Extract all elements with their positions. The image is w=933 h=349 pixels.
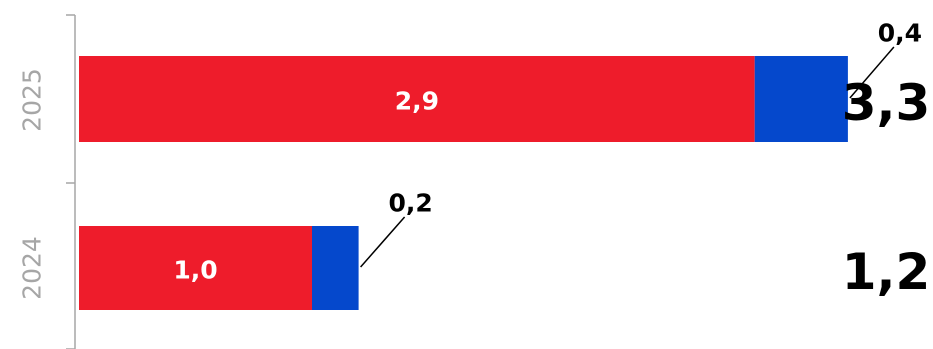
total-label-2025: 3,3 <box>842 74 931 132</box>
bar-segment-2025-1 <box>754 56 848 142</box>
category-label-2024: 2024 <box>18 236 47 300</box>
data-label-2024-main: 1,0 <box>173 256 217 285</box>
bar-segment-2024-0 <box>79 226 312 310</box>
data-label-2025-secondary: 0,4 <box>878 19 922 48</box>
total-label-2024: 1,2 <box>842 243 931 301</box>
leader-line-2024 <box>360 216 406 268</box>
category-axis: 2025 2024 <box>18 14 76 349</box>
bars <box>79 56 848 310</box>
data-label-2024-secondary: 0,2 <box>388 189 432 218</box>
labels: 2,9 0,4 3,3 1,0 0,2 1,2 <box>173 19 930 302</box>
leader-line-2025 <box>849 46 895 99</box>
bar-segment-2024-1 <box>312 226 359 310</box>
category-label-2025: 2025 <box>18 68 47 132</box>
data-label-2025-main: 2,9 <box>395 87 439 116</box>
bar-segment-2025-0 <box>79 56 755 142</box>
